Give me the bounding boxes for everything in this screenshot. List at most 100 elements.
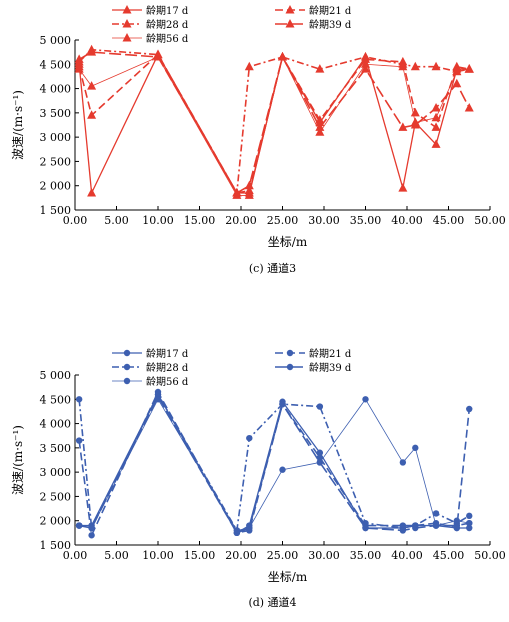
series-2 xyxy=(75,388,473,539)
data-point xyxy=(232,190,242,199)
data-point xyxy=(452,61,462,71)
data-point xyxy=(466,512,473,520)
legend-entry: 龄期56 d xyxy=(112,32,189,45)
x-tick-label: 45.00 xyxy=(433,214,465,227)
legend-label: 龄期17 d xyxy=(146,4,189,17)
legend-marker xyxy=(286,363,294,371)
data-point xyxy=(153,52,163,61)
data-point xyxy=(410,117,420,127)
data-point xyxy=(87,81,97,90)
data-point xyxy=(88,532,95,539)
series-1 xyxy=(75,391,473,537)
y-tick-label: 2 000 xyxy=(40,180,72,193)
data-point xyxy=(75,396,83,403)
legend-marker xyxy=(122,5,132,14)
legend-marker xyxy=(123,363,131,371)
y-tick-label: 3 000 xyxy=(40,131,72,144)
x-tick-label: 0.00 xyxy=(63,214,88,227)
data-point xyxy=(399,459,407,466)
y-tick-label: 3 000 xyxy=(40,466,72,479)
data-point xyxy=(75,437,83,444)
data-point xyxy=(398,183,408,192)
series-line xyxy=(78,48,470,194)
x-tick-label: 20.00 xyxy=(225,549,257,562)
legend-entry: 龄期17 d xyxy=(112,347,189,360)
data-point xyxy=(315,127,325,136)
x-tick-label: 20.00 xyxy=(225,214,257,227)
x-tick-label: 15.00 xyxy=(184,214,216,227)
y-tick-label: 3 500 xyxy=(40,107,72,120)
series-line xyxy=(79,393,470,534)
x-tick-label: 5.00 xyxy=(104,549,129,562)
y-tick-label: 2 000 xyxy=(40,515,72,528)
data-point xyxy=(431,103,441,112)
legend-marker xyxy=(123,377,131,385)
data-point xyxy=(399,527,407,534)
legend-label: 龄期21 d xyxy=(309,4,352,17)
data-point xyxy=(74,64,84,73)
x-tick-label: 25.00 xyxy=(267,549,299,562)
legend-label: 龄期39 d xyxy=(309,361,352,374)
series-line xyxy=(78,393,470,532)
data-point xyxy=(87,188,97,197)
data-point xyxy=(279,466,286,473)
series-line xyxy=(78,53,470,194)
legend-marker xyxy=(122,19,132,28)
figure-caption: (c) 通道3 xyxy=(249,261,296,275)
legend-label: 龄期21 d xyxy=(309,347,352,360)
data-point xyxy=(316,454,324,461)
data-point xyxy=(452,78,462,88)
series-line xyxy=(78,53,470,194)
data-point xyxy=(466,519,473,527)
data-point xyxy=(431,112,441,122)
data-point xyxy=(464,103,474,112)
series-4 xyxy=(75,393,473,537)
data-point xyxy=(75,522,83,529)
data-point xyxy=(431,61,441,71)
x-axis-label: 坐标/m xyxy=(268,235,308,249)
chart-channel-3: 0.00 5.00 10.00 15.00 20.00 25.00 30.00 35.00 40… xyxy=(11,4,506,275)
data-point xyxy=(398,61,408,71)
x-tick-label: 10.00 xyxy=(142,214,174,227)
data-point xyxy=(466,524,473,532)
x-tick-label: 45.00 xyxy=(433,549,465,562)
series-line xyxy=(79,398,470,531)
data-point xyxy=(362,519,369,527)
y-tick-label: 2 500 xyxy=(40,155,72,168)
x-tick-label: 15.00 xyxy=(184,549,216,562)
data-point xyxy=(279,400,286,408)
x-tick-label: 40.00 xyxy=(391,214,423,227)
data-point xyxy=(154,396,162,403)
legend-marker xyxy=(122,33,132,42)
legend-marker xyxy=(285,19,295,28)
data-point xyxy=(361,59,370,68)
y-tick-label: 4 500 xyxy=(40,393,72,406)
data-point xyxy=(88,524,95,532)
y-tick-label: 4 000 xyxy=(40,83,72,96)
x-tick-label: 5.00 xyxy=(104,214,129,227)
legend-entry: 龄期21 d xyxy=(275,347,352,360)
legend-marker xyxy=(286,349,294,357)
legend-entry: 龄期28 d xyxy=(112,361,189,374)
y-tick-label: 5 000 xyxy=(40,34,72,47)
legend-entry: 龄期56 d xyxy=(112,375,189,388)
y-axis-label: 波速/(m·s⁻¹) xyxy=(11,90,25,160)
x-axis-label: 坐标/m xyxy=(268,570,308,584)
data-point xyxy=(87,47,97,56)
data-point xyxy=(246,524,253,532)
series-5 xyxy=(74,52,474,199)
y-tick-label: 4 500 xyxy=(40,58,72,71)
legend-entry: 龄期17 d xyxy=(112,4,189,17)
data-point xyxy=(398,122,408,131)
x-tick-label: 10.00 xyxy=(142,549,174,562)
legend-marker xyxy=(123,349,131,357)
x-tick-label: 35.00 xyxy=(350,549,382,562)
data-point xyxy=(315,64,325,73)
data-point xyxy=(316,403,324,410)
series-line xyxy=(78,396,470,534)
y-tick-label: 1 500 xyxy=(40,539,72,552)
data-point xyxy=(410,61,420,71)
data-point xyxy=(362,524,369,532)
